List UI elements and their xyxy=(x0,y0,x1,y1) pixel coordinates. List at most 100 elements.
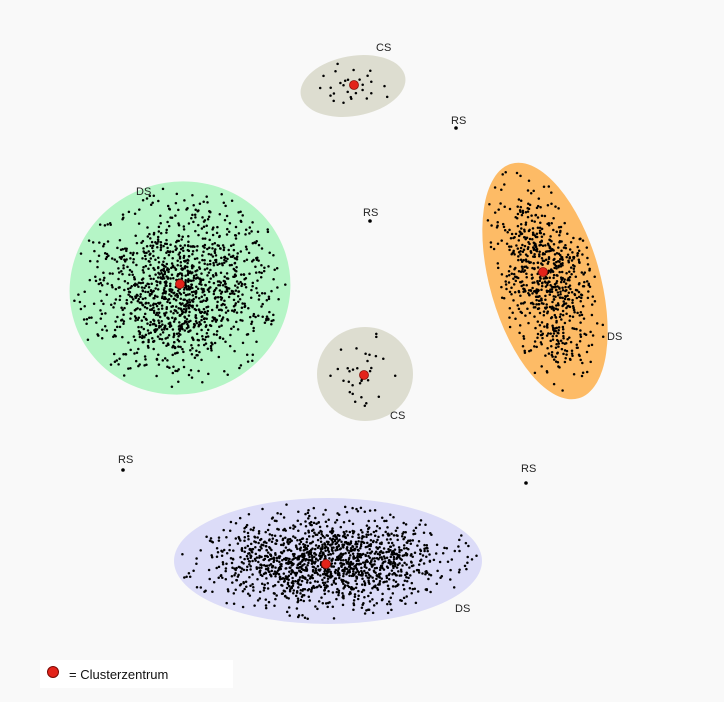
data-point xyxy=(581,361,584,365)
data-point xyxy=(238,297,242,301)
data-point xyxy=(224,204,227,208)
data-point xyxy=(563,321,567,325)
data-point xyxy=(156,276,160,279)
data-point xyxy=(360,566,363,570)
data-point xyxy=(279,512,283,516)
data-point xyxy=(215,555,219,558)
data-point xyxy=(189,279,192,282)
data-point xyxy=(157,265,160,269)
data-point xyxy=(402,531,405,534)
data-point xyxy=(149,244,152,247)
data-point xyxy=(267,570,271,573)
data-point xyxy=(351,529,354,533)
data-point xyxy=(328,568,331,571)
data-point xyxy=(317,600,321,603)
data-point xyxy=(531,233,535,237)
data-point xyxy=(106,223,109,226)
data-point xyxy=(184,286,188,289)
data-point xyxy=(223,261,226,265)
data-point xyxy=(251,353,255,357)
data-point xyxy=(533,234,537,237)
data-point xyxy=(555,280,559,283)
data-point xyxy=(261,302,264,306)
data-point xyxy=(378,542,382,545)
data-point xyxy=(170,385,174,388)
data-point xyxy=(346,560,350,563)
data-point xyxy=(165,281,168,284)
data-point xyxy=(388,559,391,562)
data-point xyxy=(385,550,388,554)
data-point xyxy=(515,217,519,220)
data-point xyxy=(252,258,255,262)
data-point xyxy=(302,599,306,603)
data-point xyxy=(113,258,117,261)
data-point xyxy=(143,335,146,339)
data-point xyxy=(590,303,594,306)
data-point xyxy=(251,583,254,586)
data-point xyxy=(323,536,326,539)
data-point xyxy=(385,574,388,578)
data-point xyxy=(245,568,249,572)
data-point xyxy=(170,266,173,270)
data-point xyxy=(168,325,172,329)
data-point xyxy=(157,311,161,315)
data-point xyxy=(174,305,178,308)
data-point xyxy=(228,529,232,532)
data-point xyxy=(577,249,581,253)
data-point xyxy=(230,292,234,295)
data-point xyxy=(301,593,305,597)
data-point xyxy=(260,305,263,308)
data-point xyxy=(525,260,528,263)
data-point xyxy=(159,240,163,244)
data-point xyxy=(531,246,535,249)
data-point xyxy=(449,578,452,581)
data-point xyxy=(343,568,346,571)
data-point xyxy=(225,214,229,218)
data-point xyxy=(214,260,218,264)
data-point xyxy=(122,353,125,356)
data-point xyxy=(356,552,360,555)
data-point xyxy=(146,226,149,229)
data-point xyxy=(313,571,317,575)
data-point xyxy=(352,569,355,573)
data-point xyxy=(161,331,165,334)
data-point xyxy=(565,349,569,353)
data-point xyxy=(517,234,521,238)
data-point xyxy=(557,303,560,307)
data-point xyxy=(190,271,193,275)
data-point xyxy=(211,590,214,593)
data-point xyxy=(374,529,378,533)
data-point xyxy=(348,574,351,577)
data-point xyxy=(205,267,209,270)
data-point xyxy=(555,274,559,277)
data-point xyxy=(595,322,599,325)
data-point xyxy=(299,540,303,544)
data-point xyxy=(312,521,316,525)
data-point xyxy=(520,260,524,263)
data-point xyxy=(164,337,167,340)
data-point xyxy=(352,68,355,72)
data-point xyxy=(449,568,452,572)
data-point xyxy=(322,583,326,587)
data-point xyxy=(348,591,352,594)
data-point xyxy=(581,285,585,288)
data-point xyxy=(391,553,395,556)
data-point xyxy=(552,332,556,335)
data-point xyxy=(577,295,581,299)
data-point xyxy=(234,225,238,229)
data-point xyxy=(536,320,540,323)
data-point xyxy=(113,328,117,332)
data-point xyxy=(554,316,558,319)
data-point xyxy=(314,557,318,561)
data-point xyxy=(589,360,592,364)
data-point xyxy=(274,566,277,569)
data-point xyxy=(248,547,252,551)
data-point xyxy=(256,279,259,282)
data-point xyxy=(564,285,567,289)
data-point xyxy=(132,261,135,264)
data-point xyxy=(527,321,530,325)
data-point xyxy=(341,591,344,595)
data-point xyxy=(576,254,579,257)
data-point xyxy=(368,568,371,571)
